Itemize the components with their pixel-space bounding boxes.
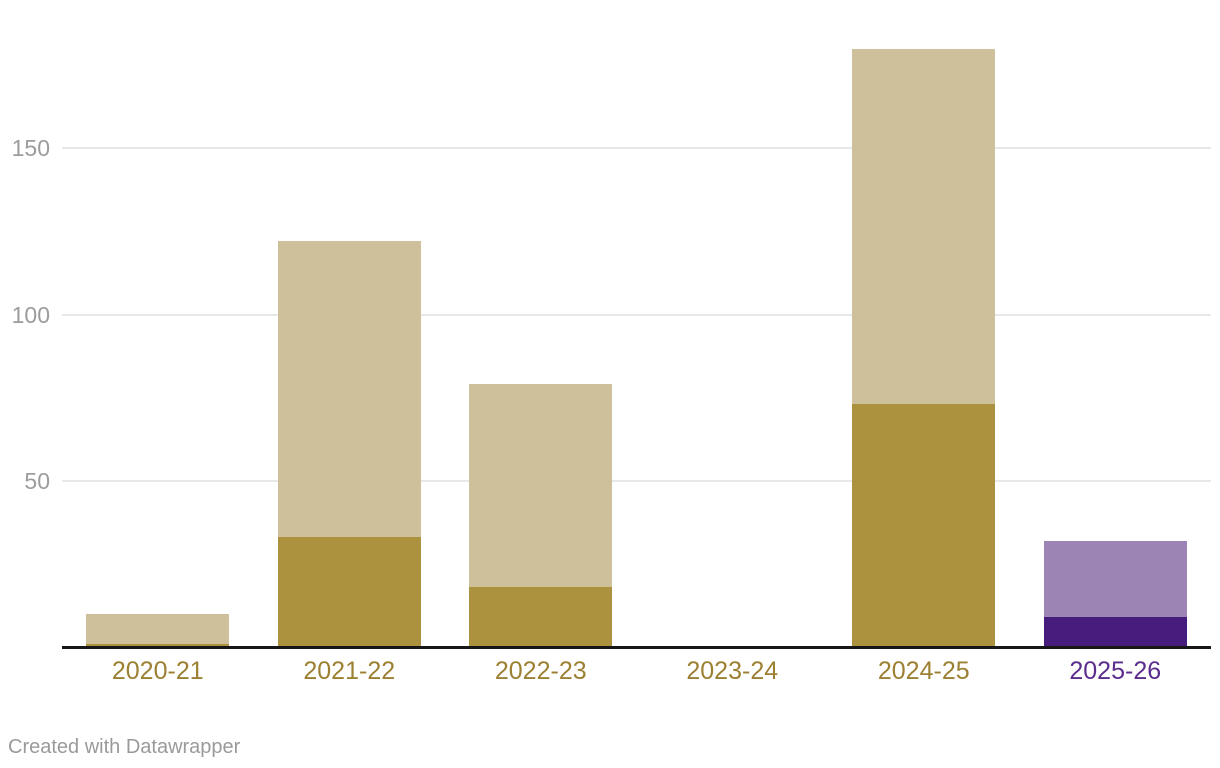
- x-tick-label: 2022-23: [494, 657, 587, 685]
- bar-segment-bottom: [469, 587, 613, 647]
- bar-segment-top: [1043, 540, 1187, 618]
- plot-area: [62, 0, 1211, 647]
- bar-stack: [86, 613, 230, 647]
- bar-stack: [852, 48, 996, 647]
- x-tick-label: 2025-26: [1069, 657, 1162, 685]
- x-tick-label: 2020-21: [111, 657, 204, 685]
- x-tick-label: 2023-24: [686, 657, 779, 685]
- bar-segment-bottom: [1043, 617, 1187, 647]
- bar-segment-bottom: [86, 643, 230, 647]
- y-tick-label: 50: [24, 467, 50, 494]
- x-tick-label: 2024-25: [877, 657, 970, 685]
- bar-segment-bottom: [277, 537, 421, 647]
- gridline: [62, 479, 1211, 482]
- bar-segment-top: [469, 384, 613, 588]
- gridline: [62, 313, 1211, 316]
- bar-segment-top: [277, 241, 421, 538]
- y-tick-label: 100: [11, 301, 50, 328]
- bar-stack: [469, 384, 613, 647]
- x-axis-labels: 2020-21 2021-22 2022-23 2023-24 2024-25 2025-…: [62, 654, 1211, 688]
- bar-stack: [1043, 540, 1187, 647]
- datawrapper-credit: Created with Datawrapper: [8, 736, 241, 758]
- bar-stack: [277, 241, 421, 647]
- x-tick-label: 2021-22: [303, 657, 396, 685]
- bar-segment-top: [86, 613, 230, 644]
- gridline: [62, 147, 1211, 150]
- y-tick-label: 150: [11, 135, 50, 162]
- bar-segment-bottom: [852, 404, 996, 647]
- x-axis-line: [62, 646, 1211, 649]
- bar-segment-top: [852, 48, 996, 405]
